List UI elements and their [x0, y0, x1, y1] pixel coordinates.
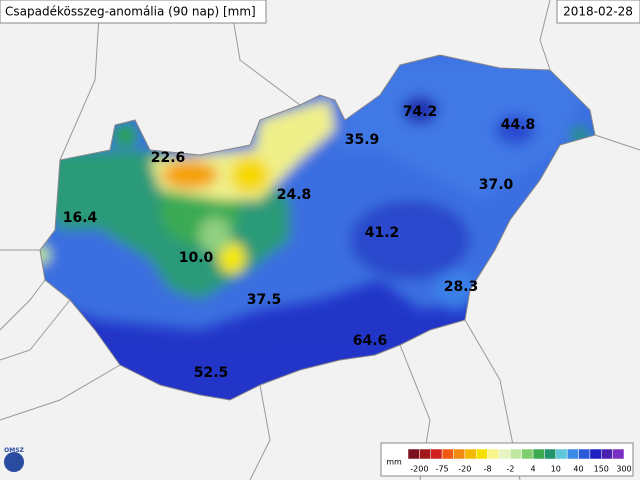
legend-swatch — [566, 448, 579, 460]
legend-swatch — [419, 448, 431, 460]
legend-swatch — [407, 448, 420, 460]
legend-tick: -200 — [410, 465, 428, 474]
station-value: 44.8 — [501, 117, 536, 133]
station-value: 37.5 — [247, 292, 282, 308]
legend-swatch — [453, 448, 466, 460]
legend-tick: -20 — [458, 465, 471, 474]
legend-swatch — [498, 448, 511, 460]
legend-swatch — [612, 448, 625, 460]
legend-tick: 4 — [531, 465, 536, 474]
legend-swatch — [532, 448, 545, 460]
legend-swatch — [510, 448, 522, 460]
legend-swatch — [464, 448, 477, 460]
station-value: 74.2 — [403, 104, 438, 120]
legend-tick: -2 — [506, 465, 514, 474]
legend-swatch — [487, 448, 500, 460]
legend-swatch — [601, 448, 613, 460]
station-value: 35.9 — [345, 132, 380, 148]
legend-swatch — [555, 448, 568, 460]
legend-tick: 10 — [551, 465, 561, 474]
station-value: 24.8 — [277, 187, 312, 203]
legend-tick: 40 — [573, 465, 583, 474]
station-value: 64.6 — [353, 333, 388, 349]
station-value: 28.3 — [444, 279, 479, 295]
legend-swatch — [430, 448, 443, 460]
legend-tick: -75 — [436, 465, 449, 474]
station-value: 22.6 — [151, 150, 186, 166]
station-value: 10.0 — [179, 250, 214, 266]
title: Csapadékösszeg-anomália (90 nap) [mm] — [5, 5, 256, 19]
legend-unit: mm — [386, 458, 402, 467]
logo-text: OMSZ — [4, 447, 24, 454]
date: 2018-02-28 — [563, 5, 633, 19]
station-value: 41.2 — [365, 225, 400, 241]
station-value: 16.4 — [63, 210, 98, 226]
station-value: 37.0 — [479, 177, 514, 193]
legend-tick: 150 — [594, 465, 609, 474]
station-value: 52.5 — [194, 365, 229, 381]
legend-swatch — [589, 448, 602, 460]
legend-swatch — [475, 448, 488, 460]
legend-swatch — [521, 448, 534, 460]
logo: OMSZ — [4, 447, 25, 472]
legend-swatch — [544, 448, 557, 460]
legend-tick: 300 — [616, 465, 631, 474]
legend-swatch — [441, 448, 454, 460]
date-box — [556, 0, 640, 24]
legend-box — [380, 442, 634, 477]
legend-tick: -8 — [484, 465, 492, 474]
legend-swatch — [578, 448, 591, 460]
title-box — [0, 0, 267, 24]
